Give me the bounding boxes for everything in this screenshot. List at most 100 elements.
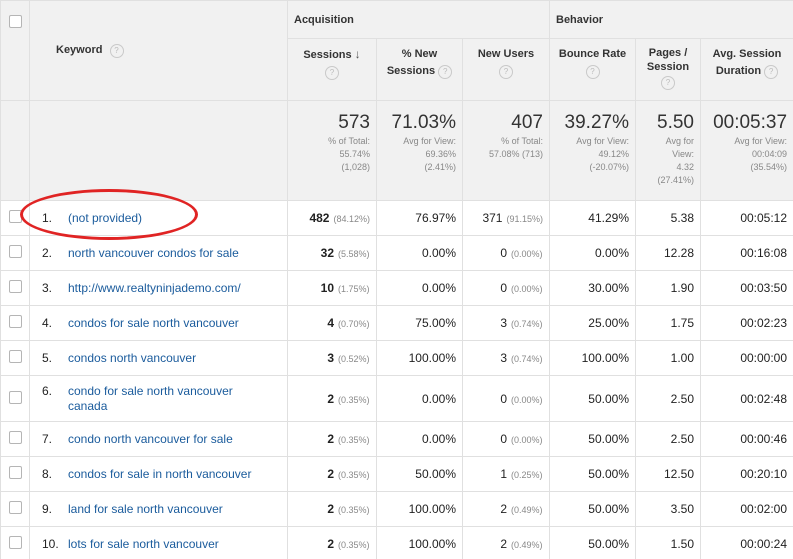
sessions-column-header[interactable]: Sessions ↓ ? xyxy=(287,38,377,101)
totals-avg-duration: 00:05:37 Avg for View: 00:04:09 (35.54%) xyxy=(699,100,793,201)
table-row[interactable]: 9. land for sale north vancouver 2 (0.35%) 1… xyxy=(0,491,793,527)
row-checkbox[interactable] xyxy=(8,390,22,404)
row-checkbox[interactable] xyxy=(8,431,22,444)
keyword-cell: 8. condos for sale in north vancouver xyxy=(29,456,288,492)
row-checkbox[interactable] xyxy=(8,350,22,363)
sessions-header-label: Sessions xyxy=(303,49,352,61)
keyword-link[interactable]: condo for sale north vancouver canada xyxy=(68,383,233,413)
row-checkbox[interactable] xyxy=(8,315,22,328)
new-users-pct: (0.00%) xyxy=(511,284,543,294)
sessions-pct: (0.35%) xyxy=(338,470,370,480)
keyword-link[interactable]: lots for sale north vancouver xyxy=(68,536,219,551)
pages-per-session-cell: 3.50 xyxy=(635,491,701,527)
row-checkbox[interactable] xyxy=(8,280,22,293)
new-users-header-label: New Users xyxy=(477,48,535,60)
table-row[interactable]: 8. condos for sale in north vancouver 2 (0.… xyxy=(0,456,793,492)
avg-duration-cell: 00:02:23 xyxy=(699,305,793,341)
row-checkbox-cell xyxy=(0,421,30,457)
sessions-pct: (0.52%) xyxy=(338,354,370,364)
sessions-value: 4 xyxy=(327,316,334,330)
table-row[interactable]: 10. lots for sale north vancouver 2 (0.35%)… xyxy=(0,526,793,559)
table-row[interactable]: 5. condos north vancouver 3 (0.52%) 100.00% 3… xyxy=(0,340,793,376)
totals-duration-diff: (35.54%) xyxy=(750,162,788,172)
sessions-cell: 2 (0.35%) xyxy=(287,421,377,457)
sort-descending-icon[interactable]: ↓ xyxy=(354,47,361,61)
totals-sessions: 573 % of Total: 55.74% (1,028) xyxy=(287,100,377,201)
totals-new-sessions: 71.03% Avg for View: 69.36% (2.41%) xyxy=(376,100,463,201)
sessions-cell: 2 (0.35%) xyxy=(287,526,377,559)
totals-duration-value: 00:05:37 xyxy=(713,112,788,133)
keyword-link[interactable]: condo north vancouver for sale xyxy=(68,431,233,446)
pages-header-line2: Session xyxy=(646,61,690,73)
sessions-value: 2 xyxy=(327,391,334,406)
totals-sessions-value: 573 xyxy=(338,112,370,133)
totals-pages-avg: 4.32 xyxy=(676,162,694,172)
bounce-rate-cell: 50.00% xyxy=(549,421,636,457)
new-users-pct: (0.00%) xyxy=(511,394,543,405)
new-users-column-header[interactable]: New Users ? xyxy=(462,38,550,101)
table-row[interactable]: 2. north vancouver condos for sale 32 (5.58… xyxy=(0,235,793,271)
avg-duration-cell: 00:00:24 xyxy=(699,526,793,559)
new-users-cell: 2 (0.49%) xyxy=(462,526,550,559)
new-users-pct: (0.00%) xyxy=(511,249,543,259)
new-sessions-column-header[interactable]: % New Sessions ? xyxy=(376,38,463,101)
sessions-pct: (84.12%) xyxy=(333,214,370,224)
bounce-rate-cell: 50.00% xyxy=(549,526,636,559)
table-row[interactable]: 4. condos for sale north vancouver 4 (0.70%… xyxy=(0,305,793,341)
help-icon[interactable]: ? xyxy=(438,65,453,79)
row-checkbox[interactable] xyxy=(8,245,22,258)
table-row[interactable]: 3. http://www.realtyninjademo.com/10 (1.75… xyxy=(0,270,793,306)
totals-new-users-label: % of Total: xyxy=(501,136,543,146)
new-users-cell: 2 (0.49%) xyxy=(462,491,550,527)
bounce-rate-header-label: Bounce Rate xyxy=(558,48,627,60)
sessions-value: 2 xyxy=(327,502,334,516)
totals-new-users-value: 407 xyxy=(511,112,543,133)
help-icon[interactable]: ? xyxy=(109,43,124,58)
help-icon[interactable]: ? xyxy=(764,65,779,79)
new-sessions-cell: 0.00% xyxy=(376,375,463,422)
row-checkbox[interactable] xyxy=(8,466,22,479)
help-icon[interactable]: ? xyxy=(585,65,600,79)
row-checkbox[interactable] xyxy=(8,536,22,549)
keyword-link[interactable]: land for sale north vancouver xyxy=(68,501,223,516)
keyword-column-header[interactable]: Keyword ? xyxy=(29,0,288,101)
select-all-checkbox[interactable] xyxy=(9,15,22,28)
new-users-value: 2 xyxy=(500,537,507,551)
totals-bounce-rate-label: Avg for View: xyxy=(576,136,629,146)
keyword-link[interactable]: north vancouver condos for sale xyxy=(68,245,239,260)
keyword-link[interactable]: condos for sale north vancouver xyxy=(68,315,239,330)
help-icon[interactable]: ? xyxy=(661,76,675,90)
totals-bounce-rate-avg: 49.12% xyxy=(598,149,629,159)
pages-per-session-cell: 1.50 xyxy=(635,526,701,559)
new-users-value: 0 xyxy=(500,391,507,406)
avg-duration-cell: 00:16:08 xyxy=(699,235,793,271)
bounce-rate-column-header[interactable]: Bounce Rate ? xyxy=(549,38,636,101)
row-checkbox-cell xyxy=(0,305,30,341)
pages-per-session-column-header[interactable]: Pages / Session ? xyxy=(635,38,701,101)
row-checkbox-cell xyxy=(0,235,30,271)
totals-pages-label2: View: xyxy=(672,149,694,159)
help-icon[interactable]: ? xyxy=(325,66,339,80)
bounce-rate-cell: 50.00% xyxy=(549,456,636,492)
new-sessions-header-line1: % New xyxy=(401,48,438,60)
row-index: 10. xyxy=(42,536,59,551)
bounce-rate-cell: 50.00% xyxy=(549,491,636,527)
pages-per-session-cell: 1.00 xyxy=(635,340,701,376)
duration-header-line1: Avg. Session xyxy=(712,48,782,60)
keyword-link[interactable]: condos north vancouver xyxy=(68,350,197,365)
row-index: 8. xyxy=(42,466,53,481)
avg-session-duration-column-header[interactable]: Avg. Session Duration ? xyxy=(699,38,793,101)
row-checkbox[interactable] xyxy=(8,501,22,514)
pages-per-session-cell: 1.75 xyxy=(635,305,701,341)
row-index: 5. xyxy=(42,350,53,365)
new-users-value: 371 xyxy=(482,211,503,225)
table-row[interactable]: 6. condo for sale north vancouver canada 2… xyxy=(0,375,793,422)
help-icon[interactable]: ? xyxy=(499,65,513,79)
row-index: 2. xyxy=(42,245,53,260)
keyword-link[interactable]: condos for sale in north vancouver xyxy=(68,466,252,481)
keyword-cell: 3. http://www.realtyninjademo.com/ xyxy=(29,270,288,306)
row-index: 6. xyxy=(42,383,53,398)
table-row[interactable]: 7. condo north vancouver for sale 2 (0.35%)… xyxy=(0,421,793,457)
keyword-link[interactable]: http://www.realtyninjademo.com/ xyxy=(68,280,241,295)
